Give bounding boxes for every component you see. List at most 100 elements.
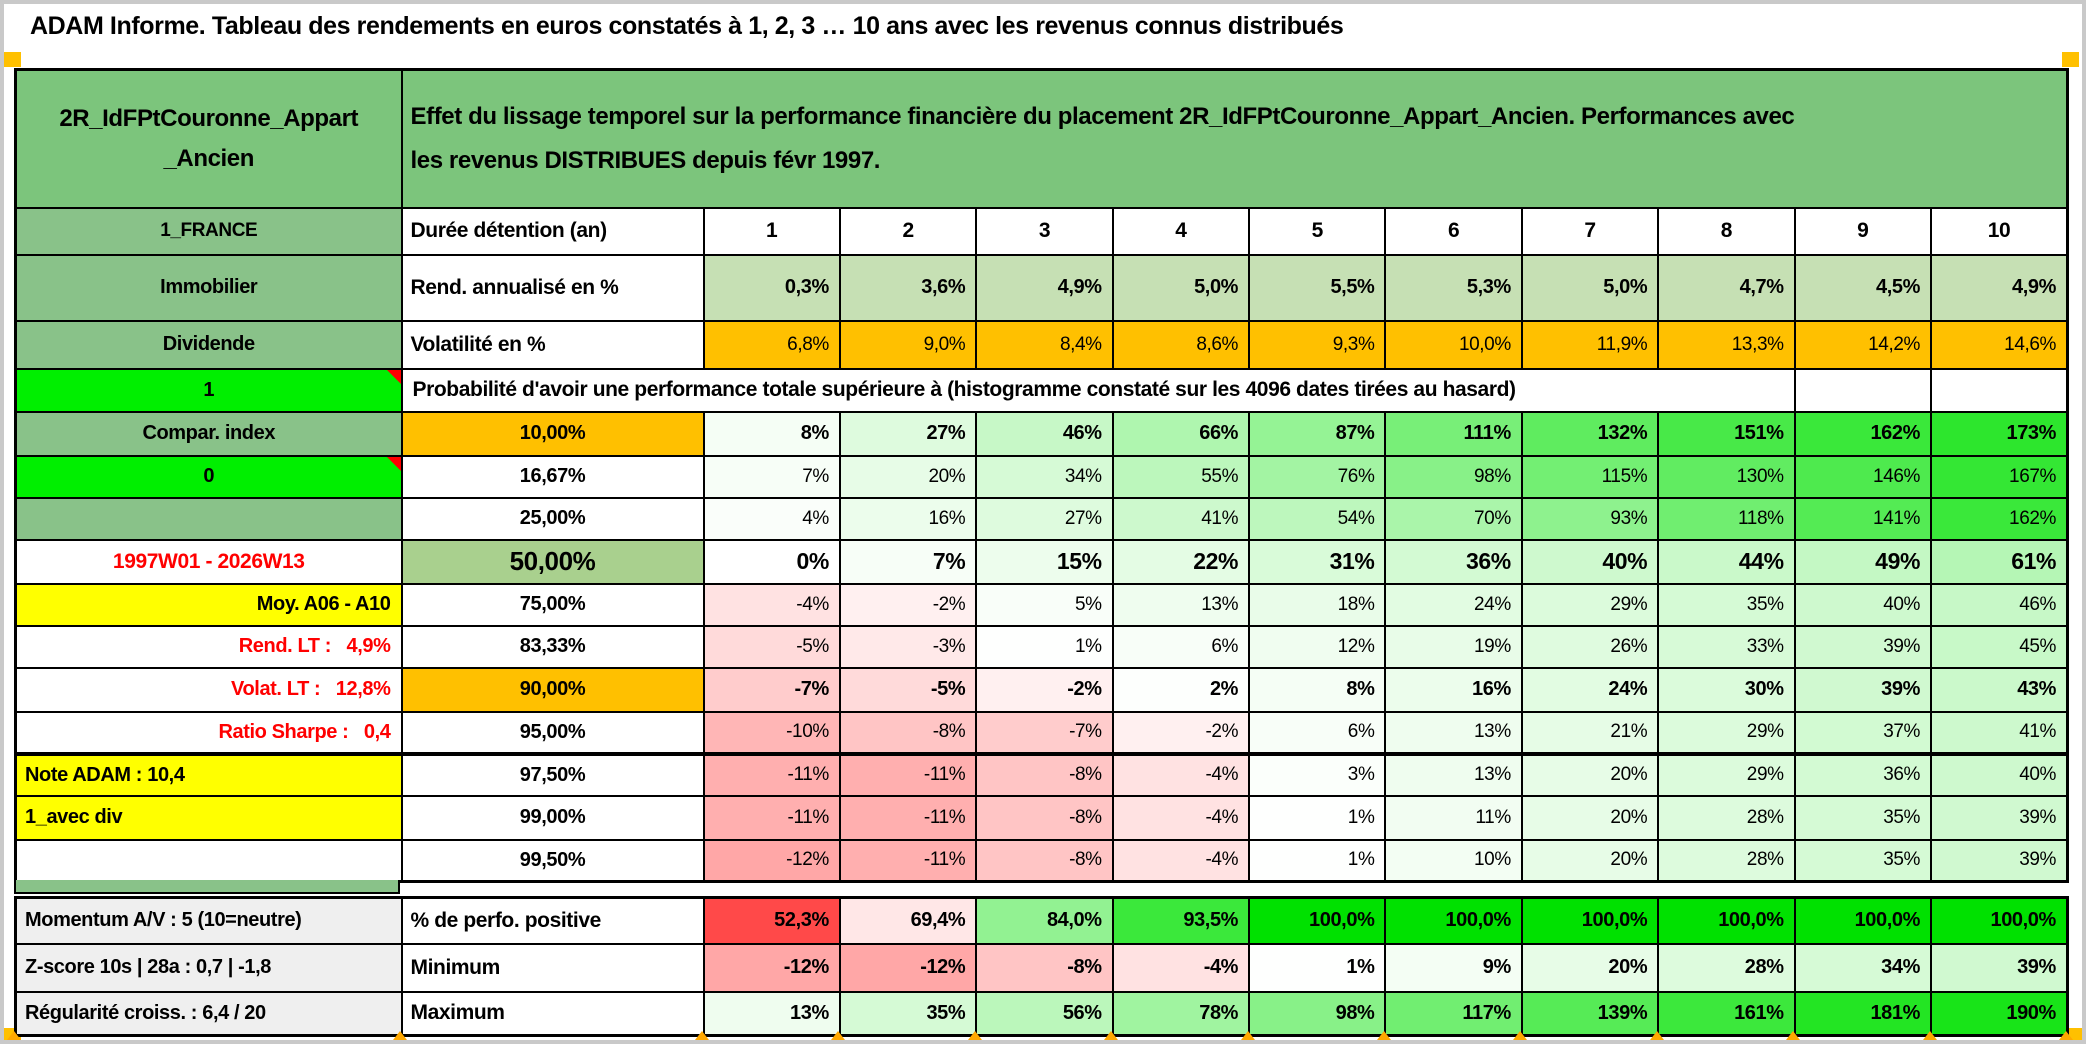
summary-cell[interactable]: 117%: [1384, 990, 1523, 1037]
probability-cell[interactable]: 29%: [1657, 752, 1796, 797]
probability-cell[interactable]: 130%: [1657, 454, 1796, 499]
probability-cell[interactable]: 55%: [1111, 454, 1251, 499]
threshold-cell[interactable]: 16,67%: [400, 454, 705, 499]
summary-cell[interactable]: 78%: [1111, 990, 1251, 1037]
probability-cell[interactable]: 41%: [1930, 710, 2069, 756]
probability-cell[interactable]: 162%: [1930, 496, 2069, 541]
threshold-cell[interactable]: 99,00%: [400, 794, 705, 841]
threshold-cell[interactable]: 83,33%: [400, 624, 705, 669]
summary-cell[interactable]: -8%: [975, 942, 1114, 993]
probability-cell[interactable]: 132%: [1520, 410, 1660, 457]
summary-cell[interactable]: 98%: [1248, 990, 1387, 1037]
probability-cell[interactable]: 33%: [1657, 624, 1796, 669]
probability-cell[interactable]: 24%: [1384, 582, 1523, 627]
annual-return-cell[interactable]: 0,3%: [702, 253, 841, 322]
empty-cell[interactable]: [1930, 367, 2069, 413]
probability-cell[interactable]: 20%: [1520, 838, 1660, 883]
annual-return-cell[interactable]: 3,6%: [838, 253, 978, 322]
summary-cell[interactable]: 34%: [1793, 942, 1933, 993]
probability-cell[interactable]: 15%: [975, 538, 1114, 585]
probability-cell[interactable]: 24%: [1520, 666, 1660, 713]
volatility-cell[interactable]: 13,3%: [1657, 319, 1796, 370]
probability-cell[interactable]: 7%: [838, 538, 978, 585]
probability-cell[interactable]: -11%: [702, 794, 841, 841]
probability-cell[interactable]: 18%: [1248, 582, 1387, 627]
probability-cell[interactable]: -12%: [702, 838, 841, 883]
threshold-cell[interactable]: 10,00%: [400, 410, 705, 457]
summary-cell[interactable]: -12%: [702, 942, 841, 993]
probability-cell[interactable]: 10%: [1384, 838, 1523, 883]
row-label[interactable]: Dividende: [14, 319, 403, 370]
probability-cell[interactable]: 8%: [702, 410, 841, 457]
probability-cell[interactable]: 5%: [975, 582, 1114, 627]
summary-cell[interactable]: 13%: [702, 990, 841, 1037]
annual-return-cell[interactable]: 4,9%: [1930, 253, 2069, 322]
probability-cell[interactable]: 36%: [1793, 752, 1933, 797]
probability-cell[interactable]: 173%: [1930, 410, 2069, 457]
row-label[interactable]: Volat. LT : 12,8%: [14, 666, 403, 713]
probability-cell[interactable]: 39%: [1793, 624, 1933, 669]
metric-label[interactable]: Durée détention (an): [400, 206, 705, 256]
probability-cell[interactable]: 40%: [1793, 582, 1933, 627]
probability-cell[interactable]: 54%: [1248, 496, 1387, 541]
probability-cell[interactable]: 118%: [1657, 496, 1796, 541]
probability-cell[interactable]: 39%: [1793, 666, 1933, 713]
column-header[interactable]: 9: [1793, 206, 1933, 256]
probability-cell[interactable]: 44%: [1657, 538, 1796, 585]
probability-cell[interactable]: 87%: [1248, 410, 1387, 457]
probability-cell[interactable]: 6%: [1248, 710, 1387, 756]
probability-cell[interactable]: -8%: [975, 752, 1114, 797]
metric-label[interactable]: Minimum: [400, 942, 705, 993]
summary-cell[interactable]: 190%: [1930, 990, 2069, 1037]
row-label[interactable]: Compar. index: [14, 410, 403, 457]
probability-cell[interactable]: -10%: [702, 710, 841, 756]
metric-label[interactable]: % de perfo. positive: [400, 896, 705, 945]
probability-cell[interactable]: -11%: [838, 838, 978, 883]
probability-cell[interactable]: 16%: [1384, 666, 1523, 713]
column-header[interactable]: 8: [1657, 206, 1796, 256]
probability-cell[interactable]: -4%: [1111, 752, 1251, 797]
summary-cell[interactable]: 1%: [1248, 942, 1387, 993]
probability-cell[interactable]: -4%: [702, 582, 841, 627]
probability-cell[interactable]: 28%: [1657, 838, 1796, 883]
probability-cell[interactable]: 29%: [1520, 582, 1660, 627]
probability-cell[interactable]: 27%: [975, 496, 1114, 541]
row-label[interactable]: Ratio Sharpe : 0,4: [14, 710, 403, 756]
row-label[interactable]: Moy. A06 - A10: [14, 582, 403, 627]
probability-cell[interactable]: 61%: [1930, 538, 2069, 585]
probability-cell[interactable]: -4%: [1111, 794, 1251, 841]
probability-header-cell[interactable]: Probabilité d'avoir une performance tota…: [400, 367, 1796, 413]
volatility-cell[interactable]: 11,9%: [1520, 319, 1660, 370]
probability-cell[interactable]: 13%: [1384, 752, 1523, 797]
summary-cell[interactable]: 28%: [1657, 942, 1796, 993]
probability-cell[interactable]: 141%: [1793, 496, 1933, 541]
probability-cell[interactable]: 13%: [1111, 582, 1251, 627]
summary-cell[interactable]: 20%: [1520, 942, 1660, 993]
probability-cell[interactable]: 8%: [1248, 666, 1387, 713]
annual-return-cell[interactable]: 5,0%: [1520, 253, 1660, 322]
summary-cell[interactable]: 100,0%: [1793, 896, 1933, 945]
probability-cell[interactable]: -11%: [702, 752, 841, 797]
threshold-cell[interactable]: 97,50%: [400, 752, 705, 797]
probability-cell[interactable]: 12%: [1248, 624, 1387, 669]
summary-cell[interactable]: 35%: [838, 990, 978, 1037]
row-label[interactable]: 1997W01 - 2026W13: [14, 538, 403, 585]
summary-cell[interactable]: 100,0%: [1930, 896, 2069, 945]
probability-cell[interactable]: 22%: [1111, 538, 1251, 585]
annual-return-cell[interactable]: 5,3%: [1384, 253, 1523, 322]
summary-cell[interactable]: 84,0%: [975, 896, 1114, 945]
probability-cell[interactable]: 1%: [975, 624, 1114, 669]
probability-cell[interactable]: 39%: [1930, 838, 2069, 883]
probability-cell[interactable]: -11%: [838, 752, 978, 797]
metric-label[interactable]: Maximum: [400, 990, 705, 1037]
probability-cell[interactable]: 43%: [1930, 666, 2069, 713]
probability-cell[interactable]: 7%: [702, 454, 841, 499]
summary-cell[interactable]: 52,3%: [702, 896, 841, 945]
probability-cell[interactable]: 0%: [702, 538, 841, 585]
summary-cell[interactable]: 93,5%: [1111, 896, 1251, 945]
probability-cell[interactable]: 41%: [1111, 496, 1251, 541]
probability-cell[interactable]: -7%: [702, 666, 841, 713]
volatility-cell[interactable]: 6,8%: [702, 319, 841, 370]
probability-cell[interactable]: 70%: [1384, 496, 1523, 541]
row-label[interactable]: 1_avec div: [14, 794, 403, 841]
